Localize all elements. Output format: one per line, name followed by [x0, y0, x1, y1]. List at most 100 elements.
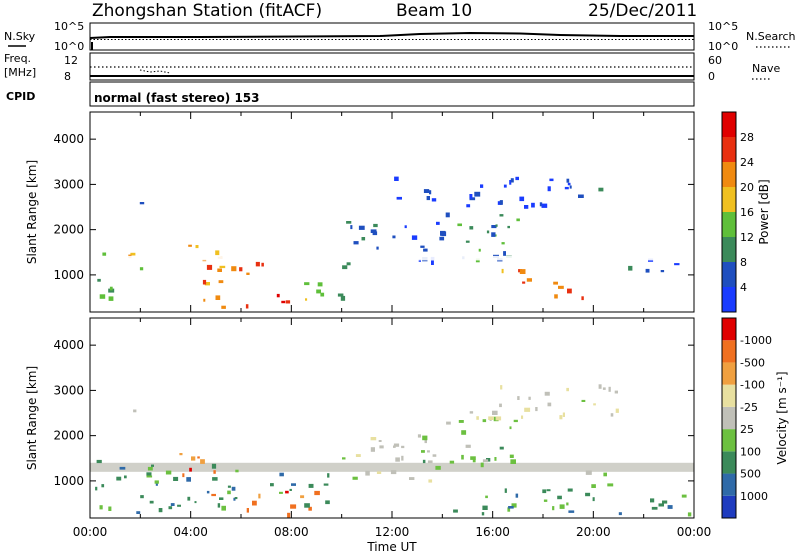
heatmap-cell	[227, 485, 231, 488]
x-axis-labels: 00:00 04:00 08:00 12:00 16:00 20:00 00:00	[73, 525, 712, 539]
colorbar-tick-label: 24	[740, 156, 754, 169]
heatmap-cell	[651, 506, 658, 510]
heatmap-cell	[598, 187, 604, 192]
heatmap-cell	[140, 495, 144, 499]
velocity-colorbar-label: Velocity [m s⁻¹]	[775, 371, 789, 464]
beam-label: Beam 10	[396, 1, 472, 21]
x-tick-label: 00:00	[677, 525, 712, 539]
heatmap-cell	[495, 416, 502, 421]
heatmap-cell	[168, 506, 173, 510]
colorbar-segment	[722, 212, 736, 237]
x-tick-label: 00:00	[73, 525, 108, 539]
nsearch-label: N.Search	[746, 30, 796, 43]
heatmap-cell	[687, 512, 692, 517]
colorbar-tick-label: 1000	[740, 490, 768, 503]
heatmap-cell	[553, 281, 558, 285]
heatmap-cell	[569, 185, 572, 189]
cpid-label: CPID	[6, 90, 35, 103]
nsearch-tick-bottom: 10^0	[708, 40, 738, 53]
heatmap-cell	[592, 497, 595, 502]
velocity-panel: 1000 2000 3000 4000 Slant Range [km]	[25, 317, 695, 519]
heatmap-cell	[681, 494, 687, 498]
heatmap-cell	[279, 491, 283, 494]
y-tick-label: 2000	[53, 223, 84, 237]
heatmap-cell	[439, 236, 445, 241]
heatmap-cell	[350, 225, 353, 230]
heatmap-cell	[124, 475, 127, 479]
heatmap-cell	[233, 497, 236, 501]
heatmap-cell	[608, 386, 611, 392]
heatmap-cell	[499, 446, 504, 450]
heatmap-cell	[99, 294, 106, 299]
heatmap-cell	[516, 218, 520, 222]
heatmap-cell	[101, 484, 105, 488]
heatmap-cell	[482, 505, 488, 510]
heatmap-cell	[509, 180, 512, 185]
colorbar-segment	[722, 429, 736, 452]
heatmap-cell	[602, 387, 606, 390]
heatmap-cell	[422, 459, 426, 464]
heatmap-cell	[559, 504, 565, 509]
heatmap-cell	[511, 503, 517, 508]
heatmap-cell	[568, 510, 575, 513]
heatmap-cell	[395, 457, 400, 462]
heatmap-cell	[431, 260, 434, 265]
colorbar-tick-label: 8	[740, 256, 747, 269]
colorbar-segment	[722, 473, 736, 496]
heatmap-cell	[567, 288, 572, 294]
heatmap-cell	[215, 295, 221, 300]
heatmap-cell	[308, 483, 314, 488]
y-tick-label: 2000	[53, 429, 84, 443]
heatmap-cell	[557, 495, 562, 500]
heatmap-cell	[158, 508, 163, 513]
power-frame	[89, 111, 695, 313]
power-panel: 1000 2000 3000 4000 Slant Range [km]	[25, 111, 695, 313]
colorbar-segment	[722, 162, 736, 187]
heatmap-cell	[519, 269, 526, 274]
heatmap-cell	[373, 223, 378, 228]
heatmap-cell	[219, 265, 226, 269]
heatmap-cell	[465, 240, 470, 243]
power-heatmap-cells	[92, 176, 692, 309]
heatmap-cell	[340, 295, 346, 301]
heatmap-cell	[246, 508, 249, 513]
heatmap-cell	[667, 505, 673, 509]
heatmap-cell	[285, 300, 291, 304]
colorbar-segment	[722, 340, 736, 363]
heatmap-cell	[504, 488, 507, 493]
heatmap-cell	[510, 459, 516, 464]
power-ylabel: Slant Range [km]	[25, 160, 39, 264]
heatmap-cell	[173, 476, 179, 481]
heatmap-cell	[281, 300, 286, 304]
heatmap-cell	[352, 476, 358, 480]
heatmap-cell	[503, 251, 506, 256]
heatmap-cell	[186, 477, 191, 482]
heatmap-cell	[97, 278, 101, 282]
heatmap-cell	[212, 477, 218, 481]
heatmap-cell	[469, 226, 474, 230]
heatmap-cell	[558, 285, 564, 289]
heatmap-cell	[562, 412, 565, 417]
colorbar-tick-label: -25	[740, 401, 758, 414]
x-tick-label: 04:00	[173, 525, 208, 539]
heatmap-cell	[509, 454, 514, 458]
heatmap-cell	[379, 445, 384, 449]
x-axis-title: Time UT	[366, 540, 417, 554]
heatmap-cell	[133, 409, 137, 413]
nave-tick-top: 60	[708, 54, 722, 67]
velocity-ylabel: Slant Range [km]	[25, 366, 39, 470]
date-label: 25/Dec/2011	[588, 1, 697, 21]
heatmap-cell	[206, 490, 210, 494]
heatmap-cell	[428, 479, 433, 483]
heatmap-cell	[494, 457, 497, 461]
heatmap-cell	[524, 205, 529, 209]
heatmap-cell	[628, 265, 633, 271]
heatmap-cell	[353, 241, 359, 245]
heatmap-cell	[139, 202, 145, 205]
nave-dip	[139, 69, 171, 74]
heatmap-cell	[255, 261, 260, 267]
heatmap-cell	[99, 505, 103, 510]
heatmap-cell	[591, 484, 596, 488]
heatmap-cell	[607, 483, 614, 487]
heatmap-cell	[372, 231, 378, 236]
